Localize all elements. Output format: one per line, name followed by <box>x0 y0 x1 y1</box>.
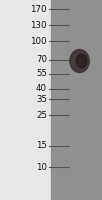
Bar <box>51 0 102 200</box>
Text: 170: 170 <box>30 4 47 14</box>
Text: 35: 35 <box>36 95 47 104</box>
Text: 10: 10 <box>36 162 47 171</box>
Text: 25: 25 <box>36 110 47 119</box>
Text: 70: 70 <box>36 55 47 64</box>
Ellipse shape <box>76 54 87 68</box>
Text: 130: 130 <box>30 21 47 29</box>
Text: 100: 100 <box>30 36 47 46</box>
Text: 40: 40 <box>36 84 47 93</box>
Ellipse shape <box>70 49 89 72</box>
Text: 55: 55 <box>36 70 47 78</box>
Text: 15: 15 <box>36 142 47 150</box>
